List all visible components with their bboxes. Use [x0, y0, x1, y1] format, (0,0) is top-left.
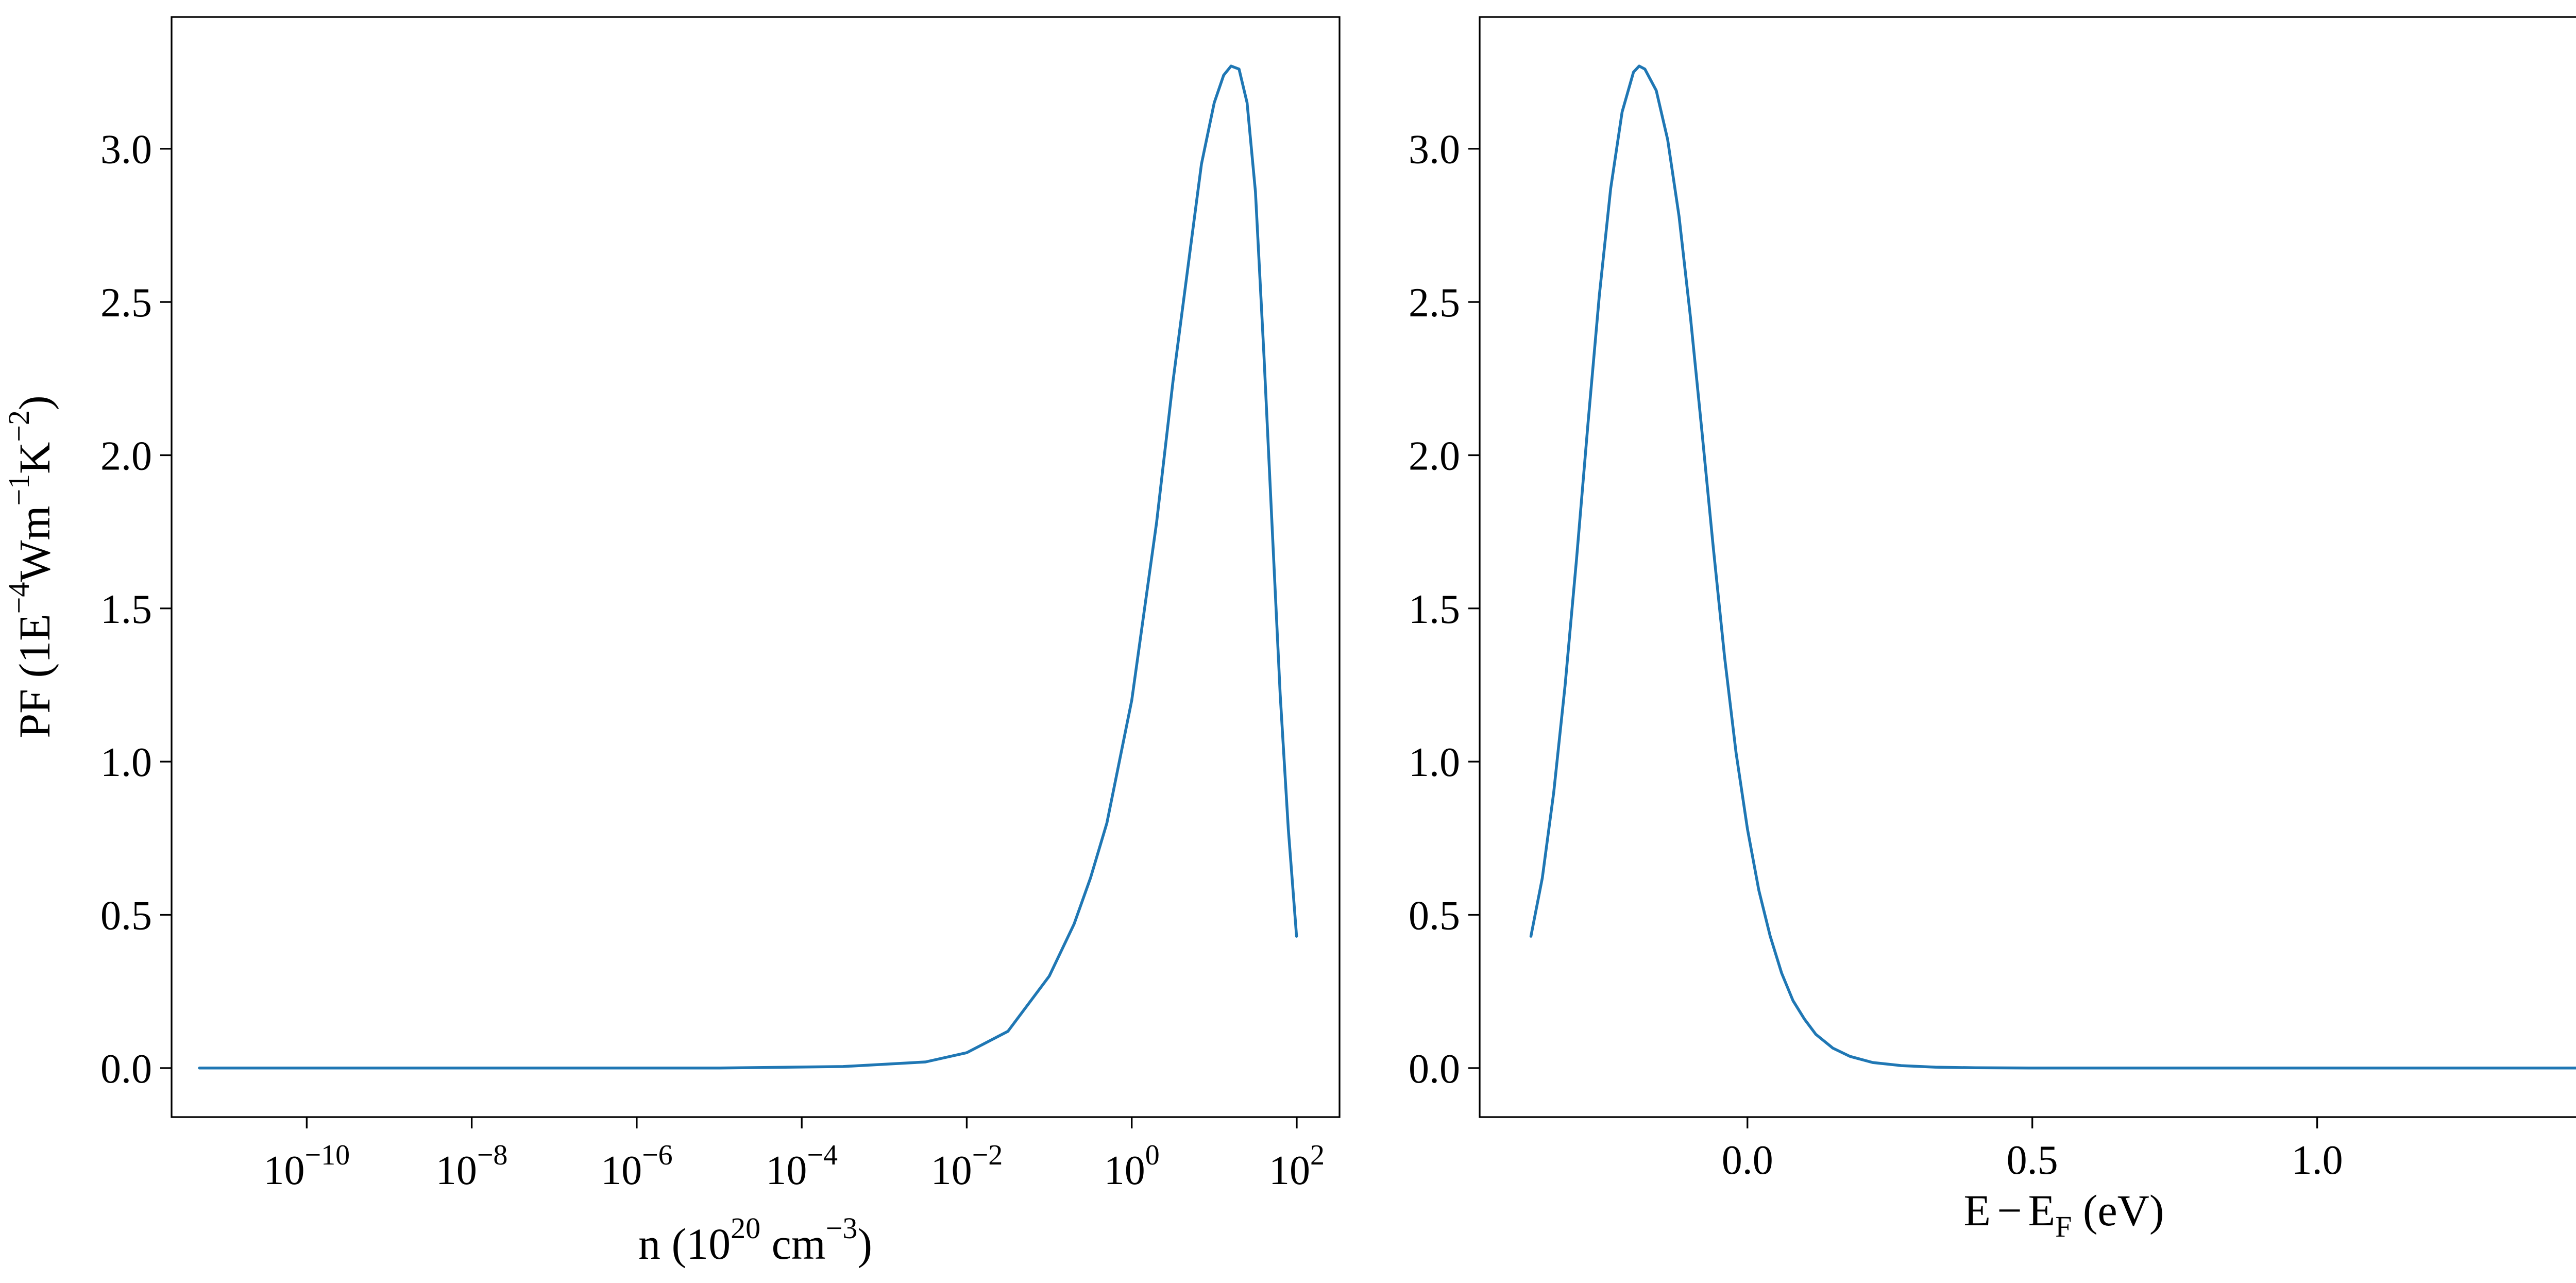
right-x-tick-label: 1.0 [2292, 1138, 2343, 1183]
left-x-tick-label: 10−2 [931, 1139, 1003, 1193]
left-x-tick-label: 10−8 [436, 1139, 508, 1193]
right-y-tick-label: 0.5 [1409, 893, 1460, 938]
right-x-ticks: 0.00.51.01.5 [1722, 1117, 2343, 1183]
right-pf-curve [1529, 64, 2576, 1070]
chart-right-pf-vs-energy: 0.0 0.5 1.0 1.5 0.0 0.5 1.0 1.5 2.0 2.5 3.0 E−EF … [1409, 16, 2576, 1243]
left-x-ticks: 10−10 10−8 10−6 10−4 10−2 100 102 [264, 1117, 1325, 1193]
right-y-tick-label: 1.5 [1409, 587, 1460, 632]
right-y-ticks: 0.0 0.5 1.0 1.5 2.0 2.5 3.0 [1409, 127, 1480, 1092]
left-pf-curve [198, 64, 1298, 1070]
left-y-tick-label: 2.0 [100, 433, 152, 479]
left-x-tick-label: 10−10 [264, 1139, 350, 1193]
left-x-tick-label: 100 [1104, 1139, 1160, 1193]
right-y-tick-label: 3.0 [1409, 127, 1460, 173]
right-x-tick-label: 0.5 [2007, 1138, 2058, 1183]
right-series-group [1529, 64, 2576, 1070]
left-y-tick-label: 1.0 [100, 740, 152, 785]
left-y-tick-label: 3.0 [100, 127, 152, 173]
right-y-tick-label: 1.0 [1409, 740, 1460, 785]
left-x-axis-label: n (1020 cm−3) [638, 1211, 872, 1269]
left-series-group [198, 64, 1298, 1070]
left-y-tick-label: 0.0 [100, 1046, 152, 1092]
right-plot-frame [1479, 16, 2576, 1118]
left-y-axis-label: PF (1E−4Wm−1K−2) [2, 395, 59, 738]
chart-left-pf-vs-n: 10−10 10−8 10−6 10−4 10−2 100 102 0.0 0.5 1.0 1.5… [2, 16, 1341, 1269]
right-y-tick-label: 0.0 [1409, 1046, 1460, 1092]
right-x-axis-label: E − EF (eV) [1964, 1186, 2164, 1243]
left-x-tick-label: 10−6 [601, 1139, 673, 1193]
left-y-tick-label: 0.5 [100, 893, 152, 938]
left-y-ticks: 0.0 0.5 1.0 1.5 2.0 2.5 3.0 [100, 127, 172, 1092]
left-plot-frame [171, 16, 1341, 1118]
right-y-tick-label: 2.0 [1409, 433, 1460, 479]
right-y-tick-label: 2.5 [1409, 280, 1460, 326]
left-y-tick-label: 2.5 [100, 280, 152, 326]
right-x-tick-label: 0.0 [1722, 1138, 1773, 1183]
left-x-tick-label: 10−4 [766, 1139, 838, 1193]
left-x-tick-label: 102 [1269, 1139, 1325, 1193]
left-y-tick-label: 1.5 [100, 587, 152, 632]
